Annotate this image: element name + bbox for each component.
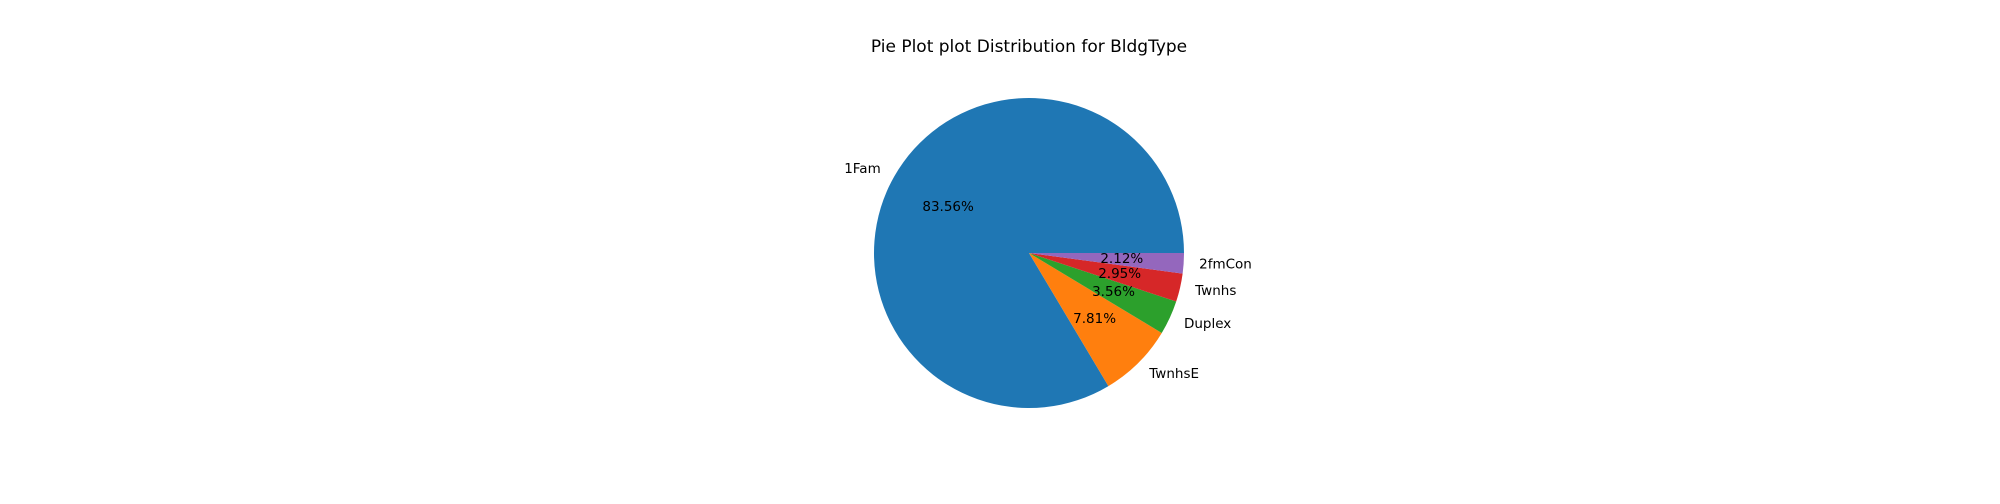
slice-label-duplex: Duplex	[1184, 316, 1231, 332]
pie-slices	[873, 98, 1184, 409]
pct-label-twnhs: 2.95%	[1098, 266, 1141, 282]
pie-labels: 1Fam 83.56% TwnhsE 7.81% Duplex 3.56% Twnhs 2.9…	[844, 161, 1252, 382]
pct-label-2fmcon: 2.12%	[1100, 251, 1143, 267]
slice-label-twnhs: Twnhs	[1194, 283, 1236, 299]
pie-slice-twnhse	[1029, 253, 1162, 387]
pie-slice-2fmcon	[1029, 253, 1184, 274]
pct-label-1fam: 83.56%	[922, 199, 974, 215]
pct-label-twnhse: 7.81%	[1073, 311, 1116, 327]
slice-label-twnhse: TwnhsE	[1148, 366, 1199, 382]
pct-label-duplex: 3.56%	[1092, 284, 1135, 300]
chart-title: Pie Plot plot Distribution for BldgType	[871, 37, 1187, 57]
pie-slice-twnhs	[1029, 253, 1183, 302]
pie-slice-duplex	[1029, 253, 1177, 333]
pie-slice-1fam	[873, 98, 1184, 409]
slice-label-1fam: 1Fam	[844, 161, 881, 177]
slice-label-2fmcon: 2fmCon	[1199, 256, 1252, 272]
